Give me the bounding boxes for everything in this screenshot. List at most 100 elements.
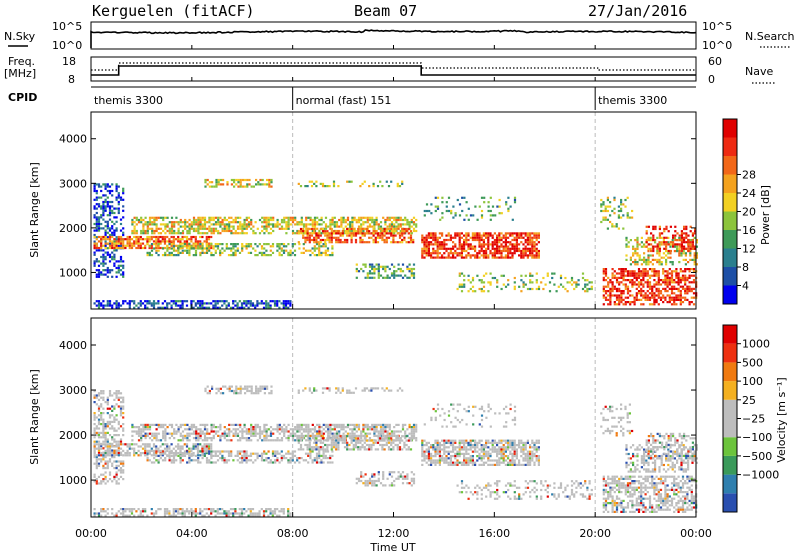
range-cell xyxy=(612,283,614,285)
range-cell xyxy=(323,433,325,435)
range-cell xyxy=(155,510,157,512)
range-cell xyxy=(382,268,384,270)
range-cell xyxy=(531,275,533,277)
range-cell xyxy=(376,230,378,232)
range-cell xyxy=(136,223,138,225)
range-cell xyxy=(155,250,157,252)
range-cell xyxy=(290,433,292,435)
range-cell xyxy=(623,270,625,272)
range-cell xyxy=(382,430,384,432)
range-cell xyxy=(169,230,171,232)
range-cell xyxy=(122,260,124,262)
range-cell xyxy=(525,246,527,248)
range-cell xyxy=(175,232,177,234)
range-cell xyxy=(369,426,371,428)
range-cell xyxy=(186,230,188,232)
range-cell xyxy=(102,390,104,392)
range-cell xyxy=(116,515,118,517)
range-cell xyxy=(102,227,104,229)
range-cell xyxy=(195,252,197,254)
range-cell xyxy=(113,265,115,267)
range-cell xyxy=(634,281,636,283)
range-cell xyxy=(98,271,100,273)
range-cell xyxy=(675,281,677,283)
range-cell xyxy=(600,199,602,201)
range-cell xyxy=(640,272,642,274)
range-cell xyxy=(514,277,516,279)
range-cell xyxy=(195,250,197,252)
range-cell xyxy=(426,210,428,212)
range-cell xyxy=(94,448,96,450)
range-cell xyxy=(109,214,111,216)
range-cell xyxy=(184,510,186,512)
range-cell xyxy=(516,248,518,250)
range-cell xyxy=(303,430,305,432)
range-cell xyxy=(351,433,353,435)
range-cell xyxy=(676,248,678,250)
range-cell xyxy=(375,237,377,239)
range-cell xyxy=(620,292,622,294)
range-cell xyxy=(116,441,118,443)
range-cell xyxy=(441,248,443,250)
range-cell xyxy=(631,294,633,296)
range-cell xyxy=(202,245,204,247)
range-cell xyxy=(118,186,120,188)
range-cell xyxy=(602,203,604,205)
range-cell xyxy=(173,245,175,247)
range-cell xyxy=(369,437,371,439)
range-cell xyxy=(202,457,204,459)
range-cell xyxy=(109,236,111,238)
range-cell xyxy=(651,270,653,272)
range-cell xyxy=(250,512,252,514)
range-cell xyxy=(525,235,527,237)
range-cell xyxy=(413,221,415,223)
range-cell xyxy=(520,254,522,256)
range-cell xyxy=(237,226,239,228)
range-cell xyxy=(680,279,682,281)
range-cell xyxy=(206,430,208,432)
range-cell xyxy=(347,217,349,219)
range-cell xyxy=(131,510,133,512)
range-cell xyxy=(478,250,480,252)
range-cell xyxy=(649,303,651,305)
range-cell xyxy=(331,239,333,241)
range-cell xyxy=(202,223,204,225)
range-cell xyxy=(360,217,362,219)
range-cell xyxy=(237,217,239,219)
range-cell xyxy=(156,223,158,225)
range-cell xyxy=(362,424,364,426)
range-cell xyxy=(169,457,171,459)
colorbar-segment xyxy=(723,249,737,268)
range-cell xyxy=(94,443,96,445)
range-cell xyxy=(516,250,518,252)
range-cell xyxy=(343,433,345,435)
range-cell xyxy=(197,300,199,302)
range-cell xyxy=(102,260,104,262)
range-cell xyxy=(164,459,166,461)
range-cell xyxy=(641,241,643,243)
range-cell xyxy=(518,237,520,239)
range-cell xyxy=(509,257,511,259)
range-cell xyxy=(127,245,129,247)
range-cell xyxy=(296,223,298,225)
range-cell xyxy=(169,455,171,457)
range-cell xyxy=(474,239,476,241)
colorbar-segment xyxy=(723,138,737,157)
range-cell xyxy=(135,452,137,454)
range-cell xyxy=(140,236,142,238)
range-cell xyxy=(109,474,111,476)
range-cell xyxy=(656,290,658,292)
range-cell xyxy=(618,277,620,279)
range-cell xyxy=(415,428,417,430)
range-cell xyxy=(197,512,199,514)
colorbar-segment xyxy=(723,119,737,138)
range-cell xyxy=(445,239,447,241)
range-cell xyxy=(321,430,323,432)
range-cell xyxy=(166,247,168,249)
range-cell xyxy=(662,294,664,296)
range-cell xyxy=(365,433,367,435)
range-cell xyxy=(151,448,153,450)
range-cell xyxy=(337,241,339,243)
range-cell xyxy=(98,221,100,223)
range-cell xyxy=(173,240,175,242)
